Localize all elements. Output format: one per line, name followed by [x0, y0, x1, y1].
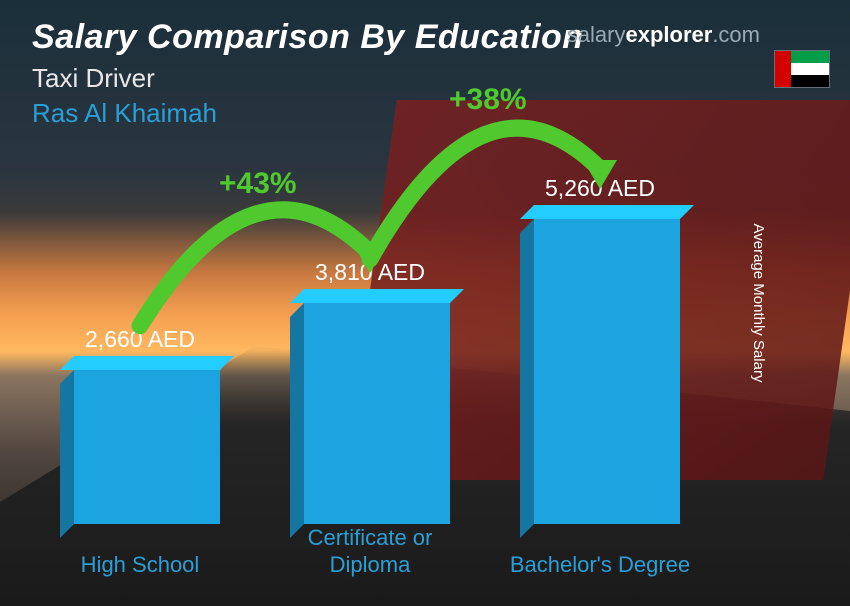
- bar-0: 2,660 AED: [60, 370, 220, 524]
- uae-flag-icon: [774, 50, 830, 88]
- chart-subtitle: Taxi Driver: [32, 63, 584, 94]
- y-axis-label: Average Monthly Salary: [750, 224, 767, 383]
- percent-increase: +43%: [219, 167, 297, 201]
- chart-location: Ras Al Khaimah: [32, 98, 584, 129]
- brand-label: salaryexplorer.com: [567, 22, 760, 48]
- category-label: Certificate or Diploma: [270, 525, 470, 578]
- category-label: High School: [40, 552, 240, 578]
- category-label: Bachelor's Degree: [500, 552, 700, 578]
- chart-header: Salary Comparison By Education Taxi Driv…: [32, 18, 584, 129]
- chart-title: Salary Comparison By Education: [32, 18, 584, 57]
